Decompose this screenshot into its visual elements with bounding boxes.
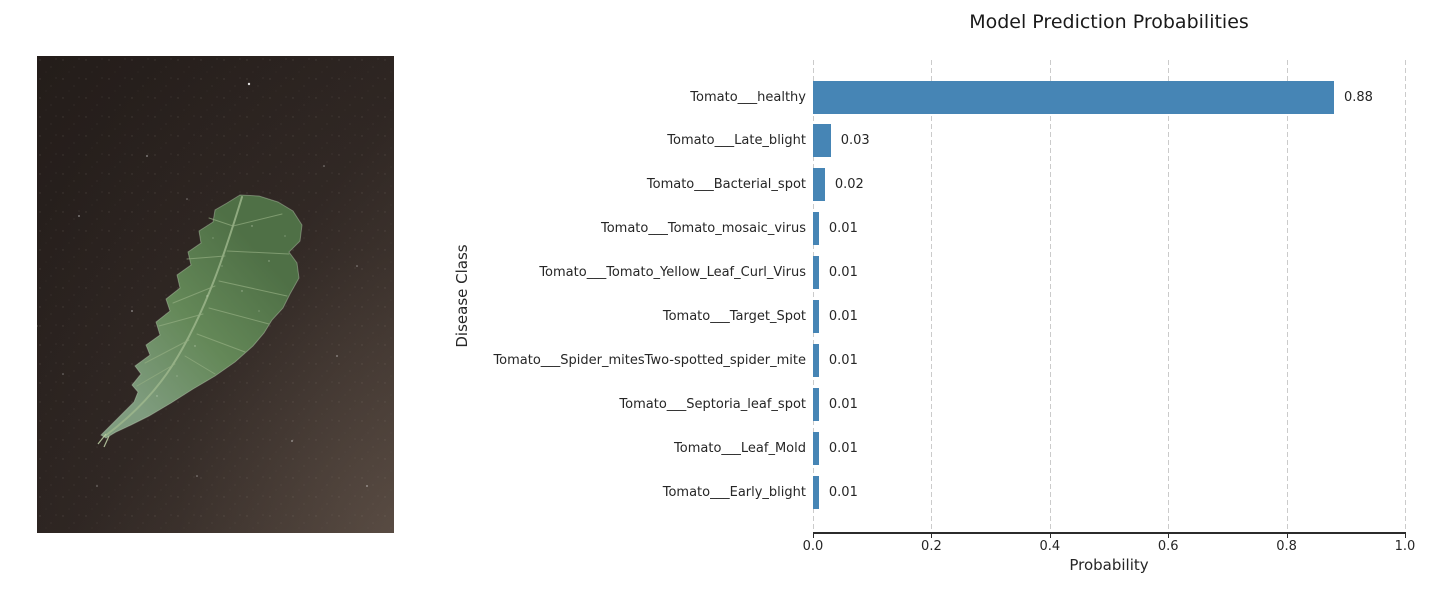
bar bbox=[813, 212, 819, 246]
bar bbox=[813, 431, 819, 465]
bar bbox=[813, 387, 819, 421]
gridline bbox=[1049, 60, 1051, 533]
bar-value-label: 0.01 bbox=[828, 440, 858, 456]
x-tick-label: 0.2 bbox=[921, 539, 942, 554]
y-axis-label: Disease Class bbox=[453, 244, 471, 348]
bar-value-label: 0.03 bbox=[840, 133, 870, 149]
leaf-veins bbox=[104, 196, 290, 437]
x-axis-tick bbox=[1286, 533, 1288, 538]
bar bbox=[813, 80, 1334, 114]
x-axis-tick bbox=[1049, 533, 1051, 538]
x-tick-label: 1.0 bbox=[1394, 539, 1416, 554]
gridline bbox=[931, 60, 933, 533]
bar-category-label: Tomato___Bacterial_spot bbox=[646, 177, 806, 193]
x-axis-label: Probability bbox=[1069, 556, 1149, 574]
x-axis-tick bbox=[1405, 533, 1406, 538]
bar bbox=[813, 343, 819, 377]
gridline bbox=[1168, 60, 1170, 533]
bar-category-label: Tomato___Septoria_leaf_spot bbox=[619, 396, 806, 412]
bar-category-label: Tomato___Late_blight bbox=[667, 133, 806, 149]
gridline bbox=[1286, 60, 1288, 533]
bar-value-label: 0.01 bbox=[828, 396, 858, 412]
bar-value-label: 0.88 bbox=[1343, 89, 1373, 105]
bar-value-label: 0.02 bbox=[834, 177, 864, 193]
x-axis-line bbox=[812, 532, 1406, 534]
x-tick-label: 0.8 bbox=[1276, 539, 1297, 554]
leaf-stem bbox=[97, 433, 110, 448]
bar bbox=[813, 256, 819, 290]
bar bbox=[813, 124, 831, 158]
bar-category-label: Tomato___Early_blight bbox=[662, 484, 806, 500]
bar-value-label: 0.01 bbox=[828, 484, 858, 500]
bar bbox=[813, 475, 819, 509]
bar bbox=[813, 168, 825, 202]
x-tick-label: 0.0 bbox=[802, 539, 824, 554]
x-axis-tick bbox=[813, 533, 814, 538]
bar-category-label: Tomato___Target_Spot bbox=[662, 309, 806, 324]
chart-title: Model Prediction Probabilities bbox=[969, 11, 1249, 33]
gridline bbox=[813, 60, 814, 533]
bar-value-label: 0.01 bbox=[828, 352, 858, 368]
bar-category-label: Tomato___Leaf_Mold bbox=[674, 440, 806, 456]
x-axis-tick bbox=[1168, 533, 1170, 538]
bar bbox=[813, 300, 819, 333]
bar-category-label: Tomato___Spider_mitesTwo-spotted_spider_… bbox=[493, 352, 806, 368]
x-axis-tick bbox=[931, 533, 933, 538]
bar-category-label: Tomato___healthy bbox=[690, 89, 806, 105]
gridline bbox=[1405, 60, 1406, 533]
bar-category-label: Tomato___Tomato_mosaic_virus bbox=[600, 221, 806, 237]
x-tick-label: 0.6 bbox=[1157, 539, 1179, 554]
leaf-photo-svg bbox=[36, 56, 394, 533]
x-tick-label: 0.4 bbox=[1039, 539, 1061, 554]
bar-category-label: Tomato___Tomato_Yellow_Leaf_Curl_Virus bbox=[539, 265, 806, 281]
bar-value-label: 0.01 bbox=[828, 309, 858, 324]
leaf-specks bbox=[36, 225, 286, 397]
leaf-photo bbox=[36, 56, 394, 533]
bar-value-label: 0.01 bbox=[828, 221, 858, 237]
bar-value-label: 0.01 bbox=[828, 265, 858, 281]
